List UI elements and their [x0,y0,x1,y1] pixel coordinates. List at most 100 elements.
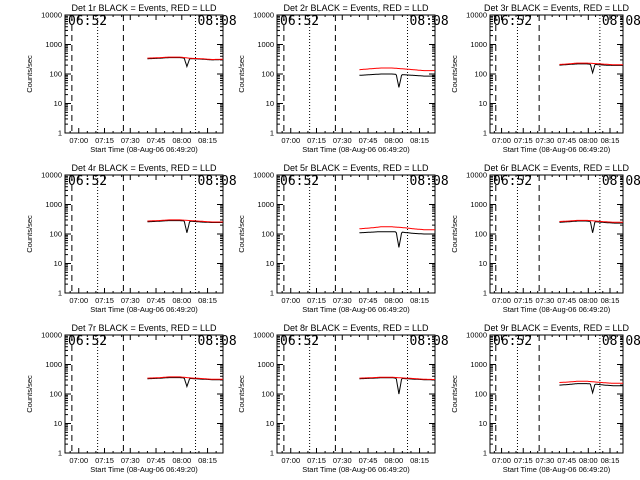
y-tick-label: 100 [49,70,62,79]
panel-det-4: Det 4r BLACK = Events, RED = LLD 1 10 100 10… [25,163,237,314]
y-tick-label: 1000 [257,200,274,209]
series-lld-line [359,376,435,380]
y-tick-label: 1000 [45,40,62,49]
start-marker-label: 06:52 [280,14,319,29]
plot-frame [276,334,436,454]
y-tick-label: 100 [261,230,274,239]
panel-det-6: Det 6r BLACK = Events, RED = LLD 1 10 100 10… [450,163,640,314]
y-tick-label: 100 [474,70,487,79]
x-tick-label: 07:00 [492,456,511,465]
y-tick-label: 1 [58,449,62,458]
y-tick-label: 10 [54,419,62,428]
x-axis-label: Start Time (08-Aug-06 06:49:20) [503,305,611,314]
panel-det-5: Det 5r BLACK = Events, RED = LLD 1 10 100 10… [237,163,449,314]
panel-title: Det 9r BLACK = Events, RED = LLD [484,323,630,333]
x-tick-label: 07:30 [121,136,140,145]
x-tick-label: 08:00 [172,136,191,145]
series-lld-line [147,56,223,60]
x-tick-label: 07:15 [307,136,326,145]
x-tick-label: 08:15 [198,136,217,145]
y-tick-label: 100 [474,230,487,239]
series-events-line [559,220,623,233]
y-tick-label: 10 [479,259,487,268]
series-lld-line [359,67,435,72]
end-marker-label: 08:08 [410,14,449,29]
y-tick-label: 1 [270,289,274,298]
y-tick-label: 10 [54,99,62,108]
y-axis-label: Counts/sec [25,215,34,253]
panel-title: Det 8r BLACK = Events, RED = LLD [283,323,429,333]
x-tick-label: 07:30 [536,136,555,145]
start-marker-label: 06:52 [68,174,107,189]
y-tick-label: 100 [474,390,487,399]
x-tick-label: 08:15 [601,456,620,465]
start-marker-label: 06:52 [493,14,532,29]
y-tick-label: 10 [266,419,274,428]
x-tick-label: 08:15 [198,456,217,465]
x-tick-label: 08:15 [601,136,620,145]
y-tick-label: 1000 [470,200,487,209]
x-tick-label: 07:45 [359,456,378,465]
plot-frame [276,174,436,294]
panel-title: Det 1r BLACK = Events, RED = LLD [71,3,217,13]
series-lld-line [559,380,623,384]
x-tick-label: 07:00 [492,296,511,305]
series-events-line [359,231,435,248]
x-tick-label: 07:00 [281,136,300,145]
panel-title: Det 4r BLACK = Events, RED = LLD [71,163,217,173]
x-tick-label: 07:45 [147,296,166,305]
x-tick-label: 07:30 [121,296,140,305]
y-tick-label: 10000 [466,11,487,20]
x-tick-label: 08:15 [410,136,429,145]
x-tick-label: 07:15 [514,456,533,465]
y-tick-label: 100 [49,230,62,239]
y-tick-label: 10000 [41,11,62,20]
x-tick-label: 07:30 [333,136,352,145]
panel-det-8: Det 8r BLACK = Events, RED = LLD 1 10 100 10… [237,323,449,474]
x-tick-label: 07:45 [557,136,576,145]
panel-det-2: Det 2r BLACK = Events, RED = LLD 1 10 100 10… [237,3,449,154]
y-tick-label: 10 [266,99,274,108]
panel-title: Det 7r BLACK = Events, RED = LLD [71,323,217,333]
x-tick-label: 08:00 [172,296,191,305]
x-tick-label: 08:00 [579,456,598,465]
x-axis-label: Start Time (08-Aug-06 06:49:20) [90,305,198,314]
x-tick-label: 08:15 [198,296,217,305]
y-tick-label: 1 [483,129,487,138]
x-tick-label: 07:45 [359,296,378,305]
plot-frame [489,174,624,294]
end-marker-label: 08:08 [198,174,237,189]
y-axis-label: Counts/sec [237,375,246,413]
start-marker-label: 06:52 [68,14,107,29]
y-axis-label: Counts/sec [450,375,459,413]
plot-frame [64,334,224,454]
y-axis-label: Counts/sec [25,55,34,93]
end-marker-label: 08:08 [602,334,640,349]
x-tick-label: 07:15 [95,296,114,305]
plot-frame [489,334,624,454]
y-tick-label: 100 [261,390,274,399]
x-tick-label: 08:00 [579,136,598,145]
panel-title: Det 6r BLACK = Events, RED = LLD [484,163,630,173]
y-tick-label: 10 [266,259,274,268]
panel-det-7: Det 7r BLACK = Events, RED = LLD 1 10 100 10… [25,323,237,474]
end-marker-label: 08:08 [602,174,640,189]
x-tick-label: 07:30 [333,456,352,465]
x-tick-label: 07:30 [333,296,352,305]
y-tick-label: 10000 [253,11,274,20]
y-axis-label: Counts/sec [237,55,246,93]
panel-title: Det 2r BLACK = Events, RED = LLD [283,3,429,13]
panel-title: Det 5r BLACK = Events, RED = LLD [283,163,429,173]
x-tick-label: 07:45 [359,136,378,145]
y-axis-label: Counts/sec [25,375,34,413]
x-tick-label: 08:00 [579,296,598,305]
x-tick-label: 07:00 [69,296,88,305]
y-tick-label: 1000 [45,200,62,209]
y-tick-label: 1000 [257,40,274,49]
series-events-line [559,63,623,75]
x-tick-label: 08:15 [601,296,620,305]
y-tick-label: 1000 [45,360,62,369]
x-tick-label: 08:00 [172,456,191,465]
series-events-line [359,73,435,88]
